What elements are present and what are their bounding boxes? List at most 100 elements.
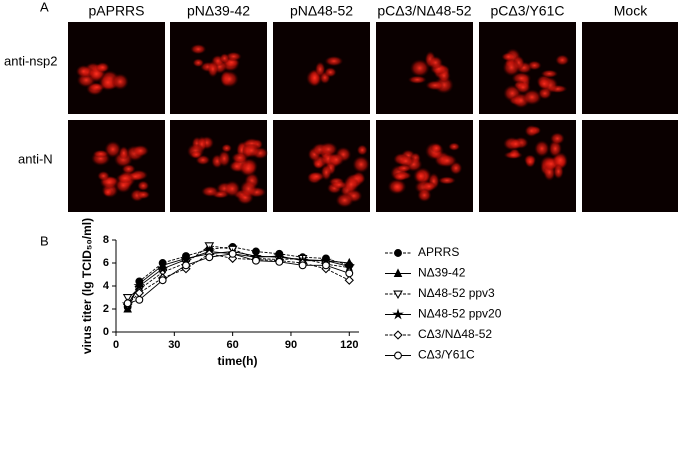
micrograph-bg — [582, 22, 678, 114]
cell-signal — [335, 192, 354, 208]
cell-signal — [508, 138, 523, 150]
marker — [123, 299, 132, 308]
cell-signal — [111, 73, 129, 91]
cell-signal — [425, 80, 445, 91]
column-header: pNΔ48-52 — [290, 3, 353, 19]
cell-signal — [407, 75, 427, 84]
marker — [393, 330, 403, 340]
cell-signal — [319, 141, 338, 157]
marker — [156, 262, 169, 274]
marker — [122, 294, 133, 303]
cell-signal — [307, 171, 326, 182]
micrograph — [68, 22, 165, 114]
y-axis-title: virus titer (lg TCID₅₀/ml) — [80, 218, 94, 354]
micrograph-bg — [68, 120, 165, 212]
marker — [393, 290, 403, 300]
cell-signal — [393, 171, 408, 182]
cell-signal — [207, 60, 219, 78]
cell-signal — [102, 187, 114, 197]
cell-signal — [417, 188, 432, 202]
column-header: pAPRRS — [88, 3, 144, 19]
marker — [394, 249, 402, 257]
cell-signal — [540, 69, 559, 78]
legend-label: NΔ48-52 ppv3 — [418, 286, 495, 300]
micrograph — [376, 22, 473, 114]
cell-signal — [397, 154, 415, 168]
cell-signal — [239, 179, 258, 198]
cell-signal — [324, 67, 337, 78]
marker — [228, 249, 237, 258]
micrograph — [170, 22, 267, 114]
marker — [392, 308, 404, 320]
cell-signal — [219, 53, 230, 64]
marker — [252, 256, 260, 265]
cell-signal — [132, 144, 149, 157]
cell-signal — [190, 43, 207, 55]
marker — [182, 261, 190, 270]
micrograph — [273, 120, 370, 212]
marker — [133, 279, 146, 291]
micrograph — [479, 120, 576, 212]
marker — [343, 260, 356, 272]
cell-signal — [501, 52, 516, 62]
x-tick-label: 0 — [113, 339, 119, 351]
cell-signal — [92, 149, 109, 158]
cell-signal — [328, 152, 345, 167]
cell-signal — [343, 175, 360, 194]
cell-signal — [387, 178, 407, 195]
marker — [344, 275, 354, 285]
x-axis-title: time(h) — [218, 354, 258, 368]
cell-signal — [430, 143, 443, 154]
cell-signal — [421, 181, 437, 192]
marker — [158, 276, 167, 285]
marker — [322, 261, 330, 270]
marker — [135, 295, 144, 304]
cell-signal — [502, 58, 521, 77]
panel-label: A — [40, 0, 49, 14]
marker — [180, 253, 192, 265]
cell-signal — [537, 77, 551, 90]
cell-signal — [97, 170, 110, 182]
marker — [394, 351, 402, 360]
cell-signal — [314, 61, 326, 78]
panel-label: B — [40, 233, 49, 248]
micrograph — [376, 120, 473, 212]
cell-signal — [415, 170, 427, 182]
cell-signal — [136, 190, 151, 200]
legend-label: APRRS — [418, 245, 459, 259]
micrograph — [68, 120, 165, 212]
micrograph — [582, 22, 678, 114]
micrograph — [170, 120, 269, 212]
row-label: anti-nsp2 — [4, 53, 57, 68]
cell-signal — [409, 59, 430, 78]
column-header: Mock — [614, 3, 648, 19]
cell-signal — [115, 173, 135, 184]
y-tick-label: 4 — [103, 280, 110, 292]
x-tick-label: 30 — [168, 339, 180, 351]
marker — [298, 261, 307, 270]
legend-label: CΔ3/Y61C — [418, 348, 475, 362]
cell-signal — [438, 176, 456, 185]
cell-signal — [75, 64, 92, 78]
cell-signal — [118, 146, 129, 161]
cell-signal — [524, 155, 536, 168]
cell-signal — [192, 58, 205, 68]
y-tick-label: 2 — [103, 303, 109, 315]
micrograph — [479, 22, 576, 114]
legend-label: NΔ48-52 ppv20 — [418, 307, 502, 321]
micrograph — [273, 22, 370, 114]
cell-signal — [511, 72, 532, 85]
cell-signal — [356, 144, 368, 156]
cell-signal — [437, 153, 458, 168]
cell-signal — [190, 150, 203, 159]
x-tick-label: 90 — [285, 339, 297, 351]
row-label: anti-N — [18, 151, 53, 166]
legend-label: CΔ3/NΔ48-52 — [418, 327, 492, 341]
cell-signal — [524, 124, 539, 138]
column-header: pNΔ39-42 — [187, 3, 250, 19]
y-tick-label: 6 — [103, 257, 109, 269]
cell-signal — [534, 140, 550, 157]
cell-signal — [555, 54, 570, 66]
cell-signal — [330, 180, 348, 190]
